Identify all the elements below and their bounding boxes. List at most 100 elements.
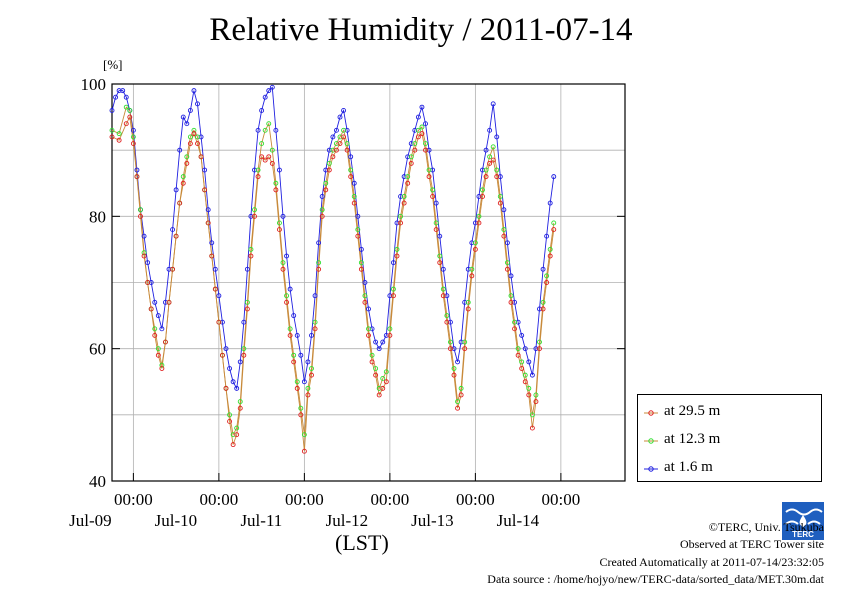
data-point-s29 — [519, 366, 525, 371]
data-point-s12 — [141, 250, 147, 256]
data-point-s1 — [490, 101, 496, 107]
data-point-s12 — [515, 346, 521, 352]
data-point-s1 — [291, 313, 297, 319]
data-point-s1 — [529, 372, 535, 378]
data-point-s29 — [237, 405, 243, 411]
data-point-s1 — [312, 293, 318, 299]
data-point-s1 — [366, 306, 371, 312]
data-point-s29 — [383, 379, 389, 385]
data-point-s1 — [508, 273, 514, 279]
data-point-s12 — [301, 432, 307, 438]
data-point-s29 — [433, 227, 439, 233]
data-point-s12 — [323, 180, 329, 186]
data-point-s12 — [408, 154, 414, 160]
data-point-s1 — [255, 127, 261, 133]
data-point-s1 — [109, 108, 115, 113]
data-point-s29 — [469, 273, 475, 279]
footer-source: Data source : /home/hojyo/new/TERC-data/… — [487, 572, 824, 586]
data-point-s1 — [170, 227, 176, 233]
data-point-s29 — [230, 442, 236, 448]
data-point-s29 — [483, 174, 489, 180]
legend: at 29.5 m at 12.3 m at 1.6 m — [637, 394, 822, 482]
data-point-s12 — [159, 362, 165, 368]
data-point-s12 — [387, 326, 393, 332]
data-point-s29 — [351, 200, 357, 206]
x-tick-time-label: 00:00 — [114, 490, 153, 509]
data-point-s1 — [341, 108, 347, 113]
data-point-s29 — [480, 194, 485, 199]
data-point-s1 — [380, 339, 386, 345]
data-point-s12 — [501, 227, 507, 233]
data-point-s29 — [326, 167, 332, 173]
x-tick-time-label: 00:00 — [542, 490, 581, 509]
data-point-s12 — [191, 127, 197, 133]
data-point-s12 — [248, 246, 254, 252]
legend-swatch-12m — [644, 434, 658, 444]
data-point-s29 — [373, 372, 379, 378]
data-point-s29 — [444, 319, 450, 325]
data-point-s29 — [415, 134, 421, 140]
data-point-s29 — [219, 352, 225, 358]
data-point-s1 — [209, 240, 215, 246]
data-point-s1 — [262, 94, 268, 100]
data-point-s29 — [526, 392, 532, 398]
data-point-s29 — [316, 266, 322, 272]
data-point-s1 — [212, 266, 218, 272]
data-point-s1 — [337, 114, 343, 120]
y-tick-label: 100 — [81, 75, 107, 94]
data-point-s12 — [138, 207, 143, 213]
data-point-s12 — [298, 405, 304, 411]
legend-label-29m: at 29.5 m — [664, 402, 721, 419]
data-point-s1 — [276, 167, 282, 173]
data-point-s29 — [134, 174, 140, 180]
data-point-s1 — [287, 286, 293, 292]
data-point-s29 — [412, 147, 418, 153]
data-point-s1 — [120, 88, 126, 94]
data-point-s12 — [504, 260, 510, 266]
data-point-s12 — [358, 260, 364, 266]
data-point-s29 — [522, 379, 528, 385]
y-tick-label: 80 — [89, 207, 106, 226]
data-point-s29 — [358, 266, 364, 272]
data-point-s29 — [355, 233, 361, 239]
data-point-s12 — [480, 187, 485, 193]
data-point-s12 — [294, 379, 300, 385]
data-point-s29 — [369, 359, 375, 365]
data-point-s12 — [544, 273, 550, 279]
data-point-s29 — [244, 306, 250, 312]
data-point-s12 — [351, 194, 357, 199]
data-point-s1 — [390, 260, 396, 266]
data-point-s29 — [294, 385, 300, 391]
data-point-s29 — [198, 154, 204, 160]
data-point-s12 — [127, 108, 133, 113]
data-point-s29 — [440, 293, 446, 299]
data-point-s12 — [394, 246, 400, 252]
data-point-s29 — [465, 306, 471, 312]
legend-label-12m: at 12.3 m — [664, 430, 721, 447]
data-point-s1 — [113, 94, 119, 100]
legend-item-1m: at 1.6 m — [644, 457, 713, 477]
data-point-s12 — [355, 227, 361, 233]
x-tick-date-label: Jul-14 — [497, 511, 540, 530]
data-point-s29 — [423, 147, 428, 153]
data-point-s12 — [316, 260, 322, 266]
data-point-s1 — [191, 88, 197, 94]
data-point-s1 — [145, 260, 151, 266]
data-point-s29 — [512, 326, 518, 332]
data-point-s29 — [269, 160, 275, 166]
data-point-s1 — [423, 121, 428, 127]
data-point-s1 — [373, 339, 379, 345]
data-point-s12 — [490, 144, 496, 150]
data-point-s29 — [170, 266, 176, 272]
data-point-s12 — [237, 399, 243, 405]
data-point-s29 — [508, 299, 514, 305]
data-point-s29 — [287, 332, 293, 338]
data-point-s12 — [522, 372, 528, 378]
data-point-s12 — [415, 127, 421, 133]
data-point-s12 — [380, 375, 386, 381]
data-point-s1 — [173, 187, 179, 193]
series-line-s29 — [111, 115, 555, 452]
data-point-s29 — [323, 187, 329, 193]
data-point-s12 — [437, 253, 443, 259]
